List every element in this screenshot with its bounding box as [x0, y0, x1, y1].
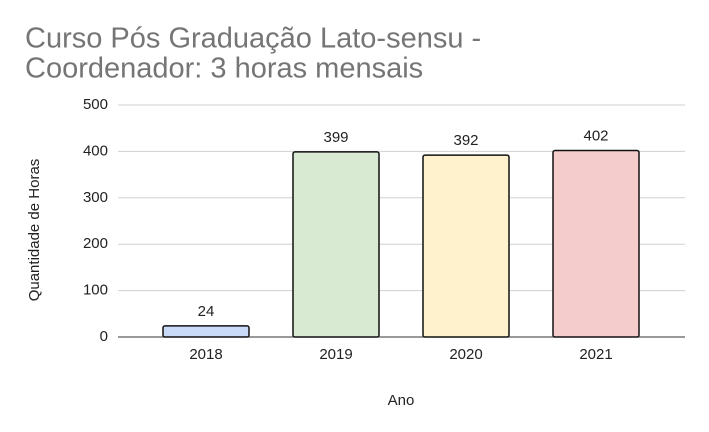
- y-tick-label: 0: [100, 328, 108, 345]
- chart-title: Coordenador: 3 horas mensais: [25, 53, 423, 85]
- y-tick-label: 300: [83, 189, 108, 206]
- bar: [162, 325, 250, 338]
- x-tick-label: 2019: [319, 346, 352, 363]
- bar: [422, 154, 510, 338]
- data-label: 392: [453, 132, 478, 149]
- y-tick-label: 100: [83, 282, 108, 299]
- y-tick-label: 500: [83, 96, 108, 113]
- x-tick-label: 2018: [189, 346, 222, 363]
- y-tick-label: 400: [83, 142, 108, 159]
- bar: [552, 149, 640, 338]
- data-label: 399: [323, 129, 348, 146]
- x-axis-label: Ano: [388, 392, 415, 409]
- data-label: 402: [583, 127, 608, 144]
- x-tick-label: 2020: [449, 346, 482, 363]
- y-tick-label: 200: [83, 235, 108, 252]
- data-label: 24: [198, 303, 215, 320]
- x-tick-label: 2021: [579, 346, 612, 363]
- y-axis-label: Quantidade de Horas: [26, 159, 43, 302]
- chart-title: Curso Pós Graduação Lato-sensu -: [25, 23, 481, 55]
- bar: [292, 151, 380, 338]
